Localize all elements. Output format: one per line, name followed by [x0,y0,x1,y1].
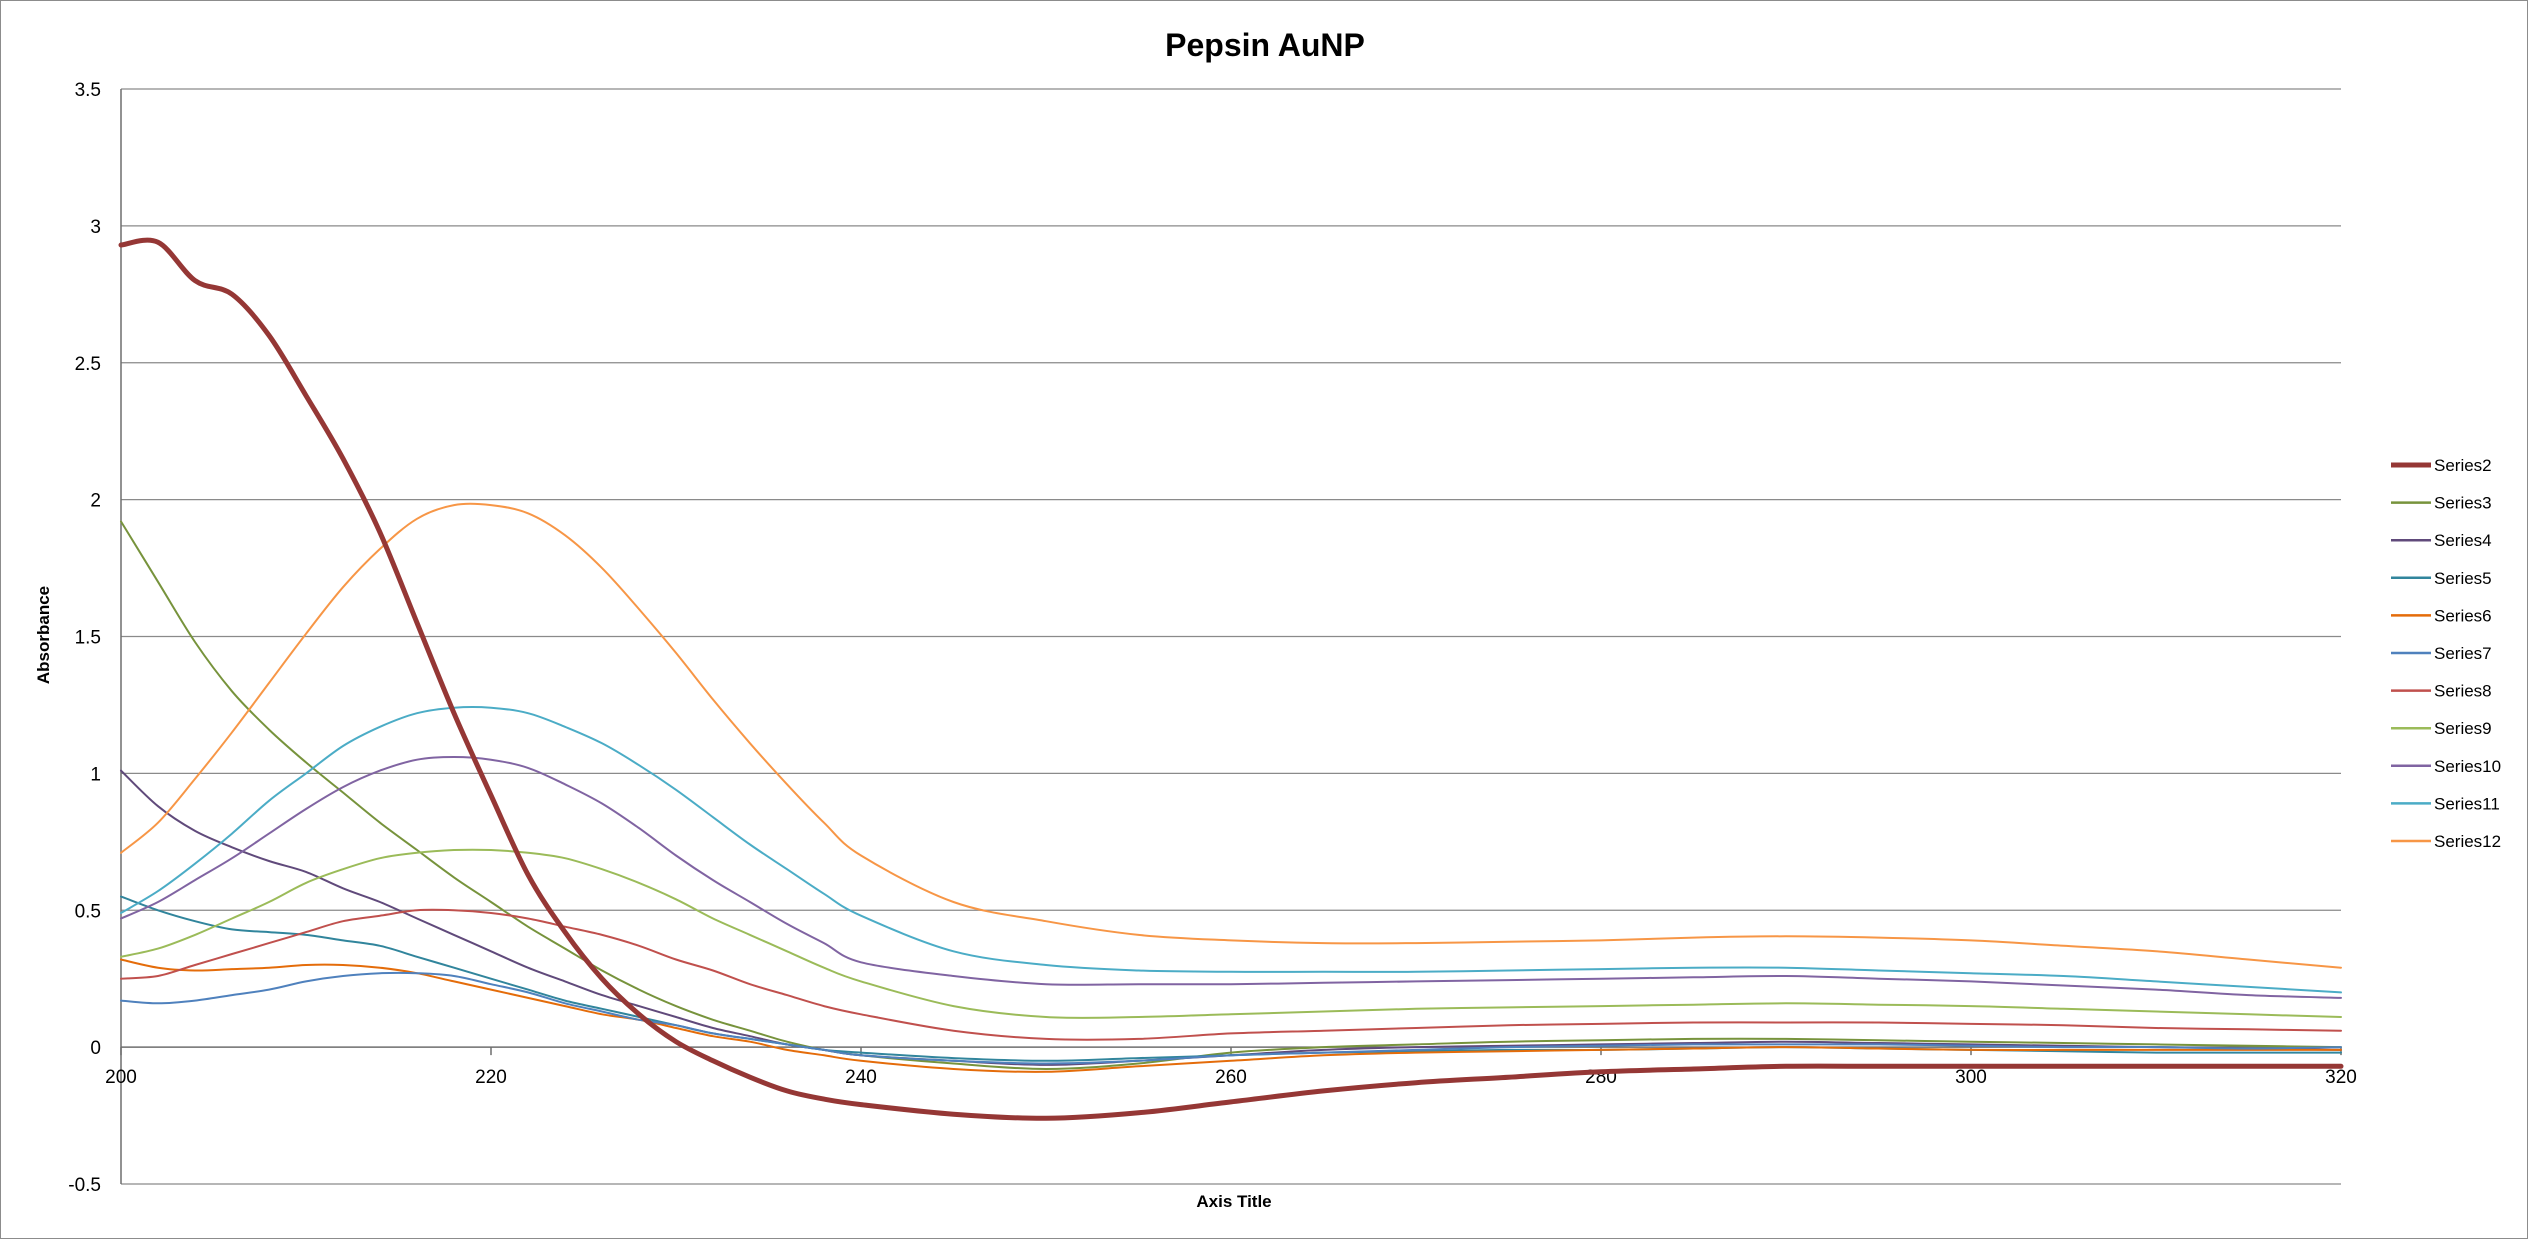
legend-item-series8: Series8 [2391,682,2492,701]
series-line-series4 [120,769,2342,1066]
legend-item-series10: Series10 [2391,757,2501,776]
chart-title: Pepsin AuNP [1165,27,1365,63]
legend-item-series3: Series3 [2391,494,2492,513]
legend-label: Series5 [2434,569,2492,588]
y-tick-label: 0 [90,1038,101,1059]
x-tick-label: 240 [845,1067,877,1088]
x-tick-label: 300 [1955,1067,1987,1088]
y-axis-ticks: -0.5 0 0.5 1 1.5 2 2.5 3 3.5 [68,80,101,1196]
y-tick-label: 3.5 [75,80,101,101]
x-tick-label: 220 [475,1067,507,1088]
legend-item-series6: Series6 [2391,606,2492,625]
series-line-series7 [120,971,2342,1065]
x-tick-label: 200 [105,1067,137,1088]
x-axis-title: Axis Title [1196,1192,1271,1211]
legend-label: Series3 [2434,494,2492,513]
y-tick-label: 1 [90,764,101,785]
series-line-series9 [120,848,2342,1019]
legend-label: Series9 [2434,719,2492,738]
legend-item-series12: Series12 [2391,832,2501,851]
series-line-series12 [120,502,2342,969]
series-line-series6 [120,958,2342,1073]
legend-item-series7: Series7 [2391,644,2492,663]
legend-label: Series6 [2434,606,2492,625]
legend-item-series9: Series9 [2391,719,2492,738]
y-tick-label: 2.5 [75,354,101,375]
series-lines [118,237,2344,1121]
y-tick-label: 2 [90,491,101,512]
series-line-series3 [120,520,2342,1070]
legend-label: Series4 [2434,531,2492,550]
y-tick-label: -0.5 [68,1175,101,1196]
legend-item-series2: Series2 [2391,456,2492,475]
series-line-series5 [120,895,2342,1062]
legend-item-series5: Series5 [2391,569,2492,588]
legend-label: Series8 [2434,682,2492,701]
legend-item-series4: Series4 [2391,531,2492,550]
series-line-series8 [120,908,2342,1041]
legend-label: Series10 [2434,757,2501,776]
legend-label: Series12 [2434,832,2501,851]
gridlines [121,88,2341,1185]
y-tick-label: 3 [90,217,101,238]
series-line-series11 [120,706,2342,994]
x-axis-ticks: 200 220 240 260 280 300 320 [105,1047,2357,1088]
legend-label: Series11 [2434,794,2500,813]
legend-label: Series2 [2434,456,2492,475]
x-tick-label: 260 [1215,1067,1247,1088]
x-tick-label: 320 [2325,1067,2357,1088]
legend-label: Series7 [2434,644,2492,663]
series-line-series2 [118,237,2344,1121]
legend-item-series11: Series11 [2391,794,2500,813]
series-line-series10 [120,756,2342,999]
y-tick-label: 1.5 [75,628,101,649]
y-axis-title: Absorbance [34,586,53,684]
legend: Series2 Series3 Series4 Series5 Series6 Serie… [2391,456,2501,851]
y-tick-label: 0.5 [75,901,101,922]
